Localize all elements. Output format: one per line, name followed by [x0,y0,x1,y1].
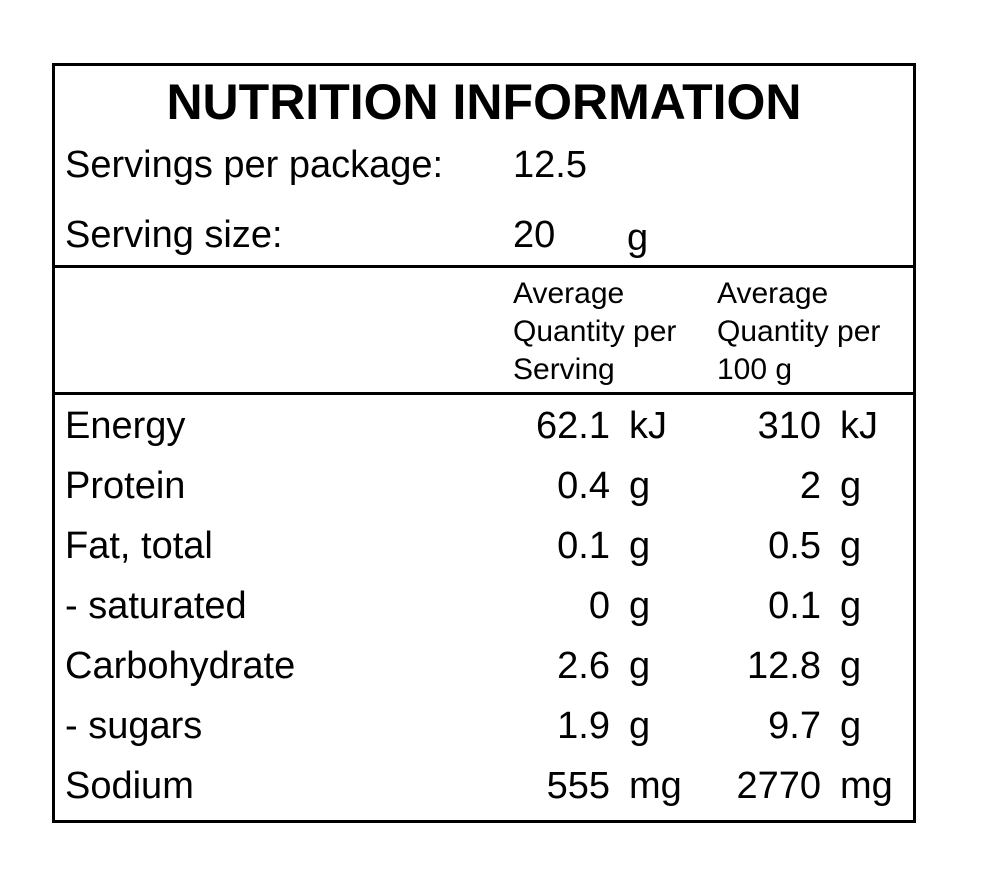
servings-per-package-value: 12.5 [513,144,587,186]
per-serving-unit: g [629,645,651,687]
row-label: Protein [65,465,186,507]
per-100g-value: 310 [757,405,821,447]
per-100g-unit: g [840,465,862,507]
per-serving-unit: g [629,465,651,507]
nutrition-panel: NUTRITION INFORMATION Servings per packa… [52,63,916,823]
per-serving-value: 0 [588,585,610,627]
panel-title: NUTRITION INFORMATION [166,74,802,130]
divider-table [55,392,913,395]
per-serving-value: 62.1 [536,405,610,447]
row-label: - saturated [65,585,247,627]
column-header-line: Quantity per [513,315,677,348]
serving-size-unit: g [627,217,649,259]
per-serving-unit: g [629,705,651,747]
per-serving-unit: g [629,585,651,627]
per-serving-value: 2.6 [557,645,610,687]
column-header-line: Quantity per [717,315,881,348]
serving-size-label: Serving size: [65,214,283,256]
column-header-line: Average [513,277,625,310]
row-label: Sodium [65,765,194,807]
per-100g-value: 12.8 [747,645,821,687]
serving-size-value: 20 [513,214,556,256]
column-header-line: Serving [513,353,615,386]
per-100g-value: 2 [799,465,821,507]
per-serving-value: 555 [546,765,610,807]
column-header-line: Average [717,277,829,310]
column-header-line: 100 g [717,353,793,386]
per-100g-value: 2770 [736,765,821,807]
per-serving-value: 0.4 [557,465,610,507]
divider-header [55,265,913,268]
column-header-per-serving: Average Quantity per Serving [513,275,676,389]
per-serving-value: 1.9 [557,705,610,747]
per-100g-value: 0.1 [768,585,821,627]
per-serving-unit: mg [629,765,682,807]
per-100g-unit: mg [840,765,893,807]
per-100g-unit: g [840,705,862,747]
per-100g-unit: g [840,645,862,687]
per-100g-unit: g [840,525,862,567]
per-serving-unit: kJ [629,405,667,447]
per-serving-value: 0.1 [557,525,610,567]
per-100g-value: 9.7 [768,705,821,747]
per-100g-unit: g [840,585,862,627]
per-100g-value: 0.5 [768,525,821,567]
row-label: - sugars [65,705,203,747]
row-label: Energy [65,405,186,447]
per-serving-unit: g [629,525,651,567]
servings-per-package-label: Servings per package: [65,144,444,186]
row-label: Carbohydrate [65,645,296,687]
per-100g-unit: kJ [840,405,878,447]
column-header-per-100g: Average Quantity per 100 g [717,275,880,389]
row-label: Fat, total [65,525,213,567]
